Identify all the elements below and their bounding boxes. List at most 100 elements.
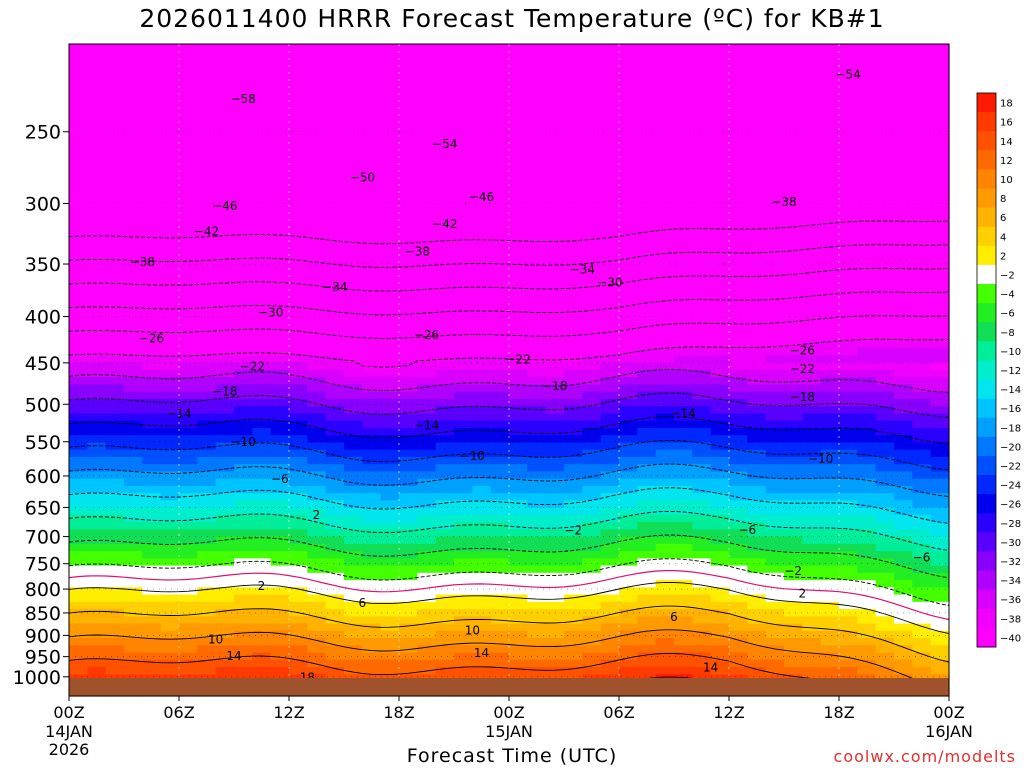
- field-cell: [582, 116, 602, 125]
- field-cell: [674, 80, 693, 89]
- field-cell: [839, 580, 858, 588]
- field-cell: [600, 159, 620, 168]
- field-cell: [729, 94, 748, 103]
- field-cell: [564, 268, 583, 277]
- field-cell: [435, 196, 455, 204]
- field-cell: [545, 623, 565, 632]
- field-cell: [454, 449, 473, 458]
- field-cell: [179, 333, 198, 342]
- field-cell: [875, 138, 895, 147]
- field-cell: [930, 601, 950, 610]
- field-cell: [454, 435, 473, 444]
- field-cell: [839, 174, 858, 183]
- field-cell: [197, 312, 217, 320]
- field-cell: [600, 652, 620, 661]
- field-cell: [307, 87, 327, 96]
- field-cell: [820, 427, 840, 436]
- field-cell: [69, 558, 88, 567]
- field-cell: [564, 290, 583, 299]
- field-cell: [197, 580, 217, 588]
- field-cell: [765, 80, 785, 89]
- field-cell: [747, 304, 767, 313]
- field-cell: [509, 435, 528, 444]
- field-cell: [234, 145, 253, 154]
- contour-label: −26: [790, 343, 815, 357]
- field-cell: [69, 594, 88, 603]
- field-cell: [417, 630, 437, 639]
- field-cell: [289, 65, 308, 74]
- colorbar: 18161412108642−2−4−6−8−10−12−14−16−18−20…: [976, 92, 1021, 648]
- field-cell: [930, 652, 950, 661]
- field-cell: [399, 94, 418, 103]
- field-cell: [490, 80, 510, 89]
- field-cell: [362, 319, 382, 328]
- field-cell: [124, 587, 143, 596]
- field-cell: [179, 232, 198, 241]
- field-cell: [839, 449, 858, 458]
- field-cell: [252, 456, 272, 465]
- field-cell: [912, 188, 932, 197]
- field-cell: [637, 456, 657, 465]
- field-cell: [765, 159, 785, 168]
- field-cell: [197, 109, 217, 118]
- field-cell: [234, 326, 253, 335]
- field-cell: [564, 254, 583, 262]
- field-cell: [564, 297, 583, 306]
- field-cell: [857, 449, 877, 458]
- field-cell: [435, 370, 455, 378]
- field-cell: [87, 297, 107, 306]
- field-cell: [619, 210, 638, 219]
- field-cell: [142, 333, 162, 342]
- field-cell: [765, 420, 785, 429]
- field-cell: [912, 138, 932, 147]
- field-cell: [124, 449, 143, 458]
- field-cell: [857, 51, 877, 60]
- field-cell: [894, 449, 913, 458]
- field-cell: [454, 44, 473, 52]
- field-cell: [600, 72, 620, 81]
- field-cell: [435, 44, 455, 52]
- field-cell: [69, 319, 88, 328]
- field-cell: [87, 543, 107, 552]
- field-cell: [270, 232, 290, 241]
- contour-line: [68, 534, 950, 579]
- field-cell: [380, 261, 400, 270]
- field-cell: [564, 246, 583, 255]
- field-cell: [289, 290, 308, 299]
- field-cell: [582, 601, 602, 610]
- field-cell: [105, 210, 125, 219]
- field-cell: [600, 616, 620, 625]
- field-cell: [215, 217, 235, 226]
- field-cell: [765, 319, 785, 328]
- field-cell: [252, 159, 272, 168]
- field-cell: [105, 420, 125, 429]
- field-cell: [710, 232, 730, 241]
- field-cell: [802, 630, 822, 639]
- field-cell: [124, 370, 143, 378]
- field-cell: [234, 667, 253, 675]
- field-cell: [857, 304, 877, 313]
- field-cell: [490, 500, 510, 509]
- field-cell: [435, 420, 455, 429]
- field-cell: [875, 413, 895, 422]
- field-cell: [417, 51, 437, 60]
- field-cell: [765, 174, 785, 183]
- field-cell: [454, 485, 473, 494]
- field-cell: [307, 355, 327, 364]
- field-cell: [857, 485, 877, 494]
- colorbar-swatch: [977, 226, 996, 247]
- field-cell: [289, 94, 308, 103]
- field-cell: [930, 427, 950, 436]
- field-cell: [197, 297, 217, 306]
- field-cell: [69, 449, 88, 458]
- field-cell: [197, 565, 217, 574]
- field-cell: [399, 196, 418, 204]
- field-cell: [490, 225, 510, 233]
- field-cell: [87, 261, 107, 270]
- field-cell: [729, 152, 748, 161]
- field-cell: [637, 370, 657, 378]
- field-cell: [289, 44, 308, 52]
- contour-label: 10: [465, 624, 480, 638]
- field-cell: [215, 312, 235, 320]
- field-cell: [802, 536, 822, 545]
